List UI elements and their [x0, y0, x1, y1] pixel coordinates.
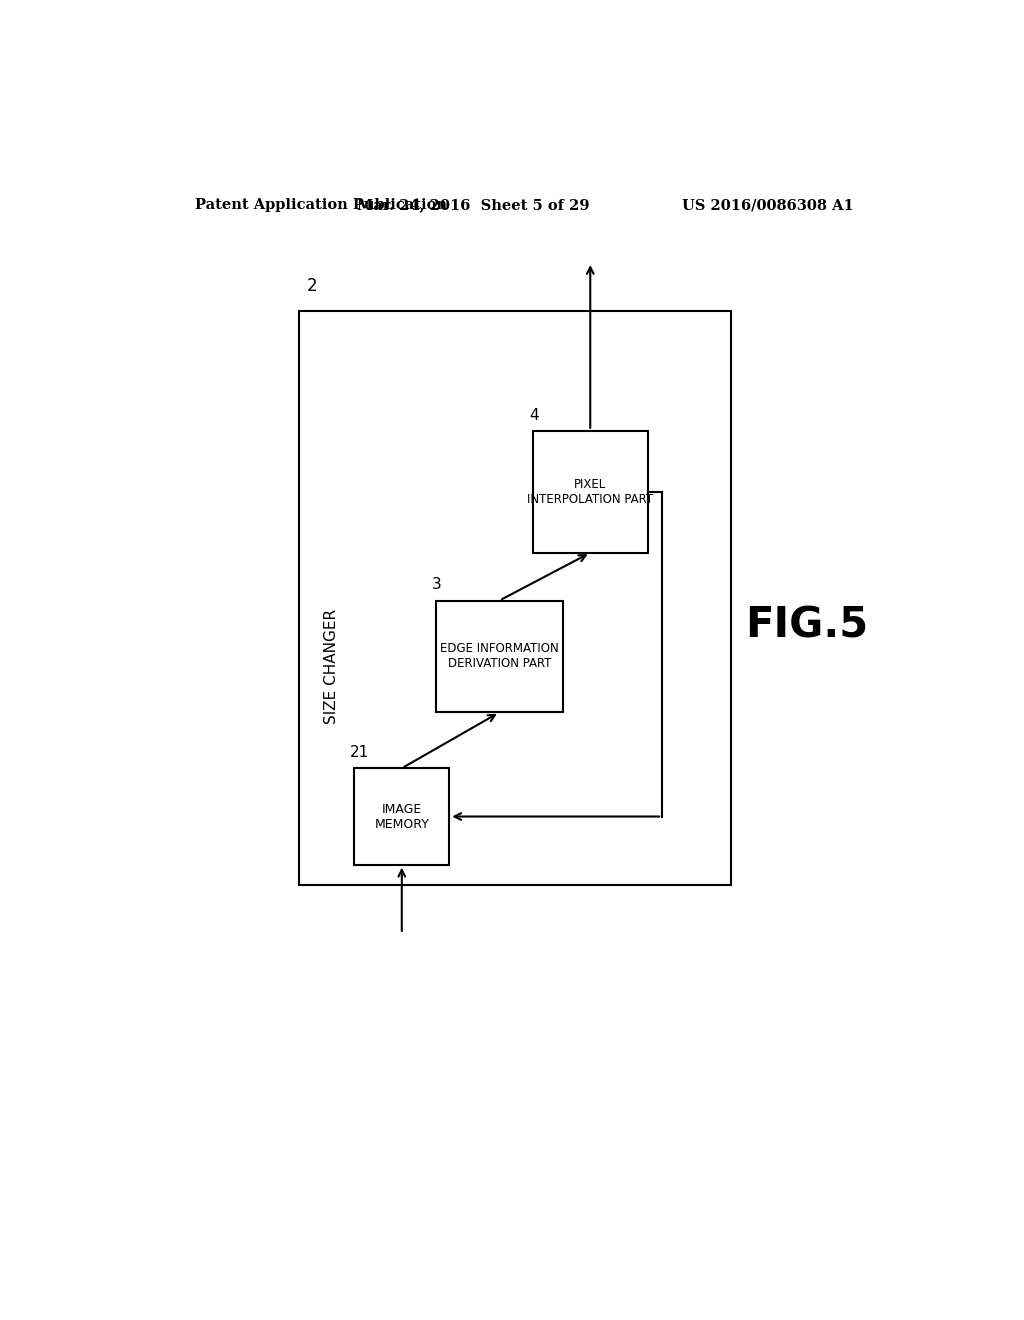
- Text: 4: 4: [528, 408, 539, 422]
- Text: Mar. 24, 2016  Sheet 5 of 29: Mar. 24, 2016 Sheet 5 of 29: [357, 198, 590, 213]
- Bar: [436, 601, 563, 713]
- Bar: [354, 768, 450, 865]
- Text: 3: 3: [432, 577, 441, 593]
- Text: US 2016/0086308 A1: US 2016/0086308 A1: [682, 198, 854, 213]
- Text: 21: 21: [350, 744, 370, 760]
- Text: SIZE CHANGER: SIZE CHANGER: [324, 610, 339, 725]
- Text: Patent Application Publication: Patent Application Publication: [196, 198, 447, 213]
- Text: EDGE INFORMATION
DERIVATION PART: EDGE INFORMATION DERIVATION PART: [440, 643, 559, 671]
- Text: PIXEL
INTERPOLATION PART: PIXEL INTERPOLATION PART: [527, 478, 653, 506]
- Bar: [532, 430, 648, 553]
- Text: FIG.5: FIG.5: [745, 605, 868, 647]
- Text: 2: 2: [306, 277, 317, 294]
- Text: IMAGE
MEMORY: IMAGE MEMORY: [375, 803, 429, 830]
- Bar: [299, 312, 731, 886]
